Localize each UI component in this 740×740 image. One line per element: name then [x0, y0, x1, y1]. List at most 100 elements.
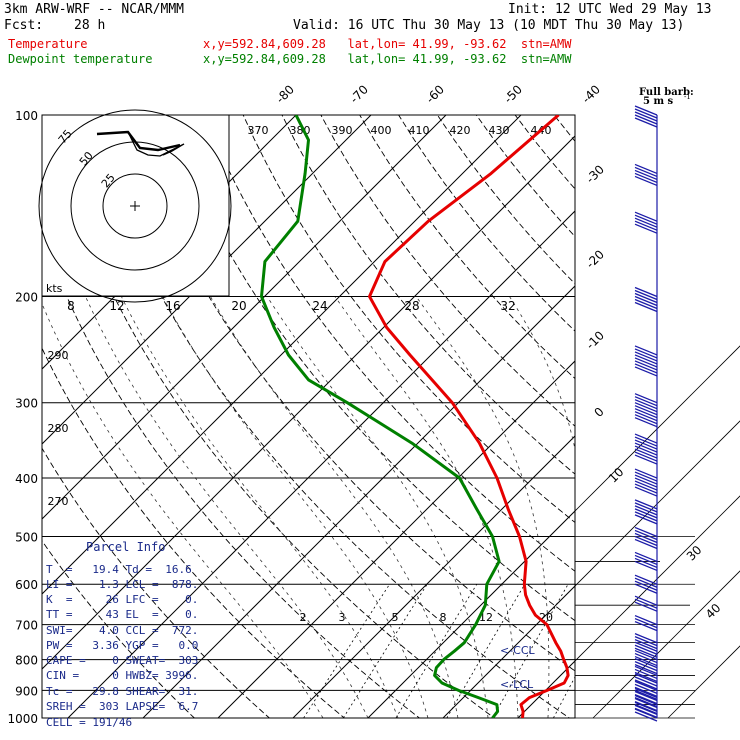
wind-barb [634, 411, 658, 422]
isotherm-line [292, 435, 575, 718]
wind-barb [634, 601, 658, 612]
isotherm-label: -10 [583, 328, 607, 352]
hodograph-axis-label: 32 [500, 299, 515, 313]
wind-barb [634, 693, 658, 705]
wind-barb [634, 633, 658, 644]
isotherm-line [593, 115, 740, 718]
isotherm-label: 0 [592, 405, 607, 420]
isotherm-line [592, 570, 740, 719]
lcl-marker: <-LCL [500, 678, 534, 691]
isotherm-line [668, 115, 740, 718]
wind-barb [634, 114, 658, 125]
wind-barb [634, 399, 658, 410]
wind-barb [634, 163, 658, 175]
isotherm-line [142, 285, 575, 718]
wind-barb [634, 357, 658, 368]
wind-barb [634, 577, 658, 588]
wind-barb [634, 664, 658, 675]
wind-barb [634, 345, 658, 356]
wind-barb [634, 289, 658, 301]
pressure-tick-label: 400 [15, 472, 38, 486]
dry-adiabat [281, 115, 575, 475]
mixing-ratio-label: 12 [479, 611, 493, 624]
wind-barb [634, 499, 658, 510]
wind-barb [634, 557, 658, 569]
pressure-tick-label: 100 [15, 109, 38, 123]
wind-barb [634, 711, 658, 722]
wind-barb [634, 644, 658, 655]
wind-barb [634, 366, 658, 377]
pressure-tick-label: 1000 [7, 712, 38, 726]
wind-barb [634, 402, 658, 413]
pressure-tick-label: 500 [15, 530, 38, 544]
mixing-ratio-label: 3 [339, 611, 346, 624]
parcel-row-convective-temp: Tc = 29.8 SHEAR= 31. [46, 685, 199, 698]
wind-barb [634, 671, 658, 683]
wind-barb [634, 574, 658, 585]
wind-barb [634, 673, 658, 684]
wind-barb [634, 707, 658, 718]
wind-barb [634, 408, 658, 419]
isotherm-line [367, 510, 575, 718]
mixing-ratio-label: 8 [440, 611, 447, 624]
isotherm-line [442, 585, 575, 718]
wind-barb [634, 442, 658, 453]
pressure-tick-label: 600 [15, 578, 38, 592]
wind-barb [634, 166, 658, 178]
wind-barb [634, 502, 658, 513]
moist-adiabat [210, 296, 459, 718]
dry-adiabat [42, 347, 346, 718]
wind-barb [634, 445, 658, 456]
dry-adiabat [42, 232, 421, 718]
parcel-info-title: Parcel Info [86, 540, 166, 554]
theta-label: 400 [371, 124, 392, 137]
parcel-row-helicity: SREH = 303 LAPSE= 6.7 [46, 700, 199, 713]
wind-barb [634, 686, 658, 698]
dry-adiabat [475, 115, 575, 238]
mixing-ratio-label: 2 [300, 611, 307, 624]
parcel-row-swi: SWI= 4.0 CCL = 772. [46, 624, 199, 637]
dewpoint-location: x,y=592.84,609.28 lat,lon= 41.99, -93.62… [203, 52, 572, 66]
parcel-row-cell-motion: CELL = 191/46 [46, 716, 133, 729]
hodograph-unit: kts [46, 282, 63, 295]
moist-adiabat [85, 296, 369, 718]
theta-label: 270 [48, 495, 69, 508]
wind-barb [634, 468, 658, 479]
wind-barb [634, 696, 658, 708]
wind-barb [634, 535, 658, 547]
wind-barb [634, 687, 658, 699]
theta-label: 430 [489, 124, 510, 137]
isotherm-line [42, 115, 522, 595]
wind-barb [634, 396, 658, 407]
isotherm-line [575, 420, 740, 587]
parcel-row-cape: CAPE = 0 SWEAT= 303 [46, 654, 199, 667]
wind-barb [634, 220, 658, 231]
moist-adiabat [605, 297, 633, 719]
mixing-ratio-line [395, 583, 478, 718]
isotherm-label: -20 [583, 247, 607, 271]
dry-adiabat [593, 115, 740, 731]
isotherm-label: -60 [423, 82, 447, 106]
wind-barb [634, 617, 658, 629]
wind-barb [634, 595, 658, 606]
init-time: Init: 12 UTC Wed 29 May 13 [508, 2, 712, 17]
wind-barb [634, 655, 658, 667]
wind-barb [634, 614, 658, 626]
wind-barb [634, 474, 658, 485]
wind-barb [634, 354, 658, 365]
barb-legend-unit-exponent: -1 [684, 93, 691, 101]
wind-barb [634, 433, 658, 444]
isotherm-line [575, 495, 740, 662]
wind-barb [634, 647, 658, 658]
wind-barb [634, 211, 658, 222]
plot-frame [41, 114, 576, 719]
isotherm-label: 40 [703, 601, 724, 622]
wind-barb [634, 417, 658, 428]
wind-barb [634, 217, 658, 228]
wind-barb [634, 117, 658, 128]
wind-barb [634, 471, 658, 482]
hodograph-axis-label: 24 [312, 299, 327, 313]
wind-barb [634, 580, 658, 591]
dewpoint-legend: Dewpoint temperature [8, 52, 153, 66]
